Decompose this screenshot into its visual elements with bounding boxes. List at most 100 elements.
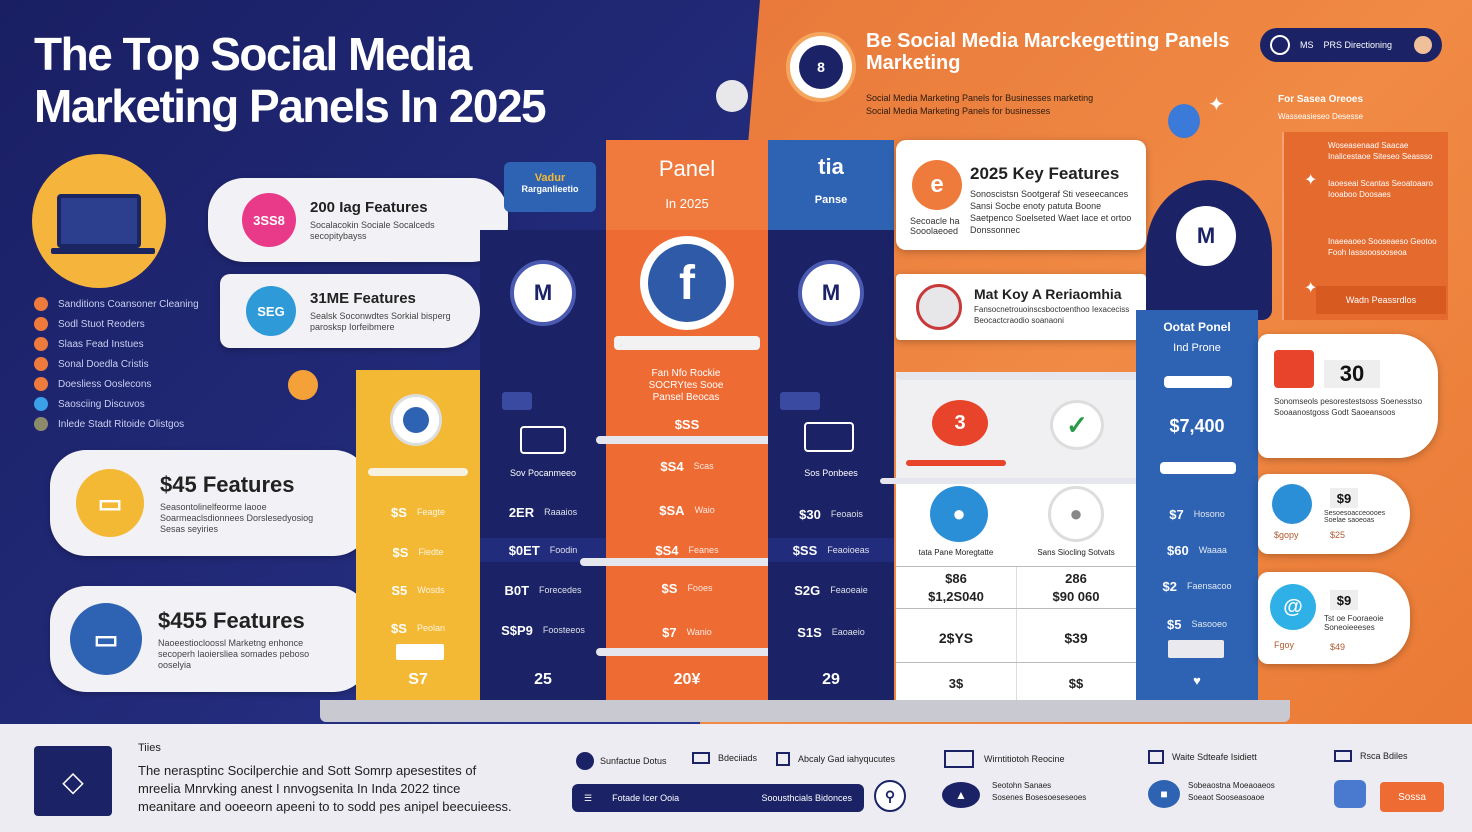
- progress-bar: [614, 336, 760, 350]
- card-desc: Tst oe Fooraeoie Soneoieeeses: [1324, 614, 1384, 632]
- cell-value: $7: [662, 624, 677, 640]
- cell-value: $60: [1167, 542, 1189, 558]
- list-item: Slaas Fead Instues: [34, 334, 199, 354]
- list-icon: ☰: [584, 792, 593, 803]
- cell-label: Foodin: [549, 545, 578, 555]
- right-card-2[interactable]: @ $9 Tst oe Fooraeoie Soneoieeeses Fgoy …: [1258, 572, 1410, 664]
- header-title-line2: Marketing: [866, 52, 961, 74]
- cell-label: Feoaois: [830, 509, 863, 519]
- table-row: $7 Hosono: [1136, 502, 1258, 526]
- footer-text: The nerasptinc Socilperchie and Sott Som…: [138, 762, 538, 816]
- orange-dot-icon: [288, 370, 318, 400]
- globe-icon: [1270, 35, 1290, 55]
- feature-grid: 3 ✓ ● ● tata Pane Moregtatte Sans Siocli…: [896, 372, 1136, 700]
- check-icon: ✓: [1050, 400, 1104, 450]
- cell-label: Waio: [694, 505, 715, 515]
- feature-pill-1[interactable]: 3SS8 200 Iag Features Socalacokin Social…: [208, 178, 508, 262]
- footer-item[interactable]: Abcaly Gad iahyqucutes: [776, 752, 895, 766]
- bullet-label: Doesliess Ooslecons: [58, 378, 152, 390]
- footer-item[interactable]: Sunfactue Dotus: [576, 752, 667, 770]
- side-list-heading: For Sasea Oreoes: [1278, 94, 1364, 105]
- moon-icon: [716, 80, 748, 112]
- footer-button[interactable]: Sossa: [1380, 782, 1444, 812]
- cell-label: Peolan: [416, 623, 445, 633]
- table-row: B0T Forecedes: [480, 578, 606, 602]
- pill-title: $45 Features: [160, 471, 295, 497]
- column-mid-text: Sov Pocanmeeo: [509, 468, 577, 478]
- number-badge-icon: 3: [932, 400, 988, 446]
- footer-item-label: Sunfactue Dotus: [600, 756, 667, 766]
- column-mid-text: Sos Ponbees: [804, 468, 858, 478]
- footer-detail: Soeaot Sooseasoaoe: [1188, 793, 1265, 802]
- column-mid-text: Fan Nfo Rockie SOCRYtes Sooe Pansel Beoc…: [648, 368, 724, 403]
- footer-detail-b: Sobeaostna Moeaoaeos Soeaot Sooseasoaoe: [1188, 780, 1275, 804]
- score-card[interactable]: 30 Sonomseols pesorestestsoss Soenesstso…: [1258, 334, 1438, 458]
- table-row: $7 Wanio: [606, 620, 768, 644]
- cell-label: Hosono: [1193, 509, 1225, 519]
- footer-item-label: Rsca Bdiles: [1360, 751, 1408, 761]
- cell-value: $30: [799, 506, 821, 522]
- footer-item-label: Bdeciiads: [718, 753, 758, 763]
- top-right-pill[interactable]: MS PRS Directioning: [1260, 28, 1442, 62]
- col-head1: Vadur: [534, 172, 566, 184]
- cell-value: S5: [391, 582, 408, 598]
- pill-title: 200 Iag Features: [310, 198, 428, 216]
- bullet-dot-icon: [34, 397, 48, 411]
- grid-value: $90 060: [1052, 589, 1100, 604]
- header-title-line1: Be Social Media Marckegetting Panels: [866, 30, 1230, 52]
- key-features-card[interactable]: e 2025 Key Features Secoacle ha Sooolaeo…: [896, 140, 1146, 250]
- laptop-icon: [51, 194, 155, 254]
- badge-icon: SEG: [246, 286, 296, 336]
- table-row: $S Fiedte: [356, 540, 480, 564]
- footer-item[interactable]: Waite Sdteafe Isidiett: [1148, 750, 1257, 764]
- grid-value: $86: [945, 571, 967, 586]
- footer-bar[interactable]: ☰ Fotade Icer Ooia Soousthcials Bidonces: [572, 784, 864, 812]
- column-price: $SS: [674, 416, 700, 432]
- footer-item-label: Wirntitiotoh Reocine: [984, 754, 1065, 764]
- pin-icon[interactable]: ⚲: [874, 780, 906, 812]
- relation-card[interactable]: Mat Koy A Reriaomhia Fansocnetrouoinscsb…: [896, 274, 1146, 340]
- bullet-dot-icon: [34, 297, 48, 311]
- avatar: [1414, 36, 1432, 54]
- grid-value: $$: [1068, 676, 1084, 691]
- window-icon: [1148, 750, 1164, 764]
- list-item: Inaeeaoeo Sooseaeso Geotoo Fooh Iassooos…: [1328, 237, 1437, 257]
- table-row: S1S Eaoaeio: [768, 620, 894, 644]
- cell-value: S1S: [797, 624, 822, 640]
- bullet-dot-icon: [34, 357, 48, 371]
- footer-item[interactable]: Rsca Bdiles: [1334, 750, 1408, 762]
- card-foot: $gopy: [1274, 530, 1299, 540]
- side-list-button[interactable]: Wadn Peassrdlos: [1316, 286, 1446, 314]
- right-card-1[interactable]: $9 Sesoesoacceoooes Soelae saoeoas $gopy…: [1258, 474, 1410, 554]
- footer-text-line: The nerasptinc Socilperchie and Sott Som…: [138, 763, 477, 778]
- column-navy-1: M Sov Pocanmeeo 2ER Raaaios $0ET Foodin B0…: [480, 230, 606, 700]
- bullet-label: Slaas Fead Instues: [58, 338, 144, 350]
- cell-value: $S4: [660, 458, 684, 474]
- cell-label: Wosds: [417, 585, 445, 595]
- cell-value: $S: [391, 620, 407, 636]
- table-row: $30 Feoaois: [768, 502, 894, 526]
- footer-item[interactable]: Bdeciiads: [692, 752, 757, 764]
- cell-value: $7: [1169, 506, 1184, 522]
- column-footer: 29: [822, 671, 840, 688]
- chat-icon: ▭: [70, 603, 142, 675]
- cell-value: S$P9: [501, 622, 533, 638]
- feature-pill-4[interactable]: ▭ $455 Features Naoeestiocloossl Marketn…: [50, 586, 370, 692]
- pill-desc: Naoeestiocloossl Marketng enhonce secope…: [158, 637, 310, 670]
- footer-logo-icon: ◇: [34, 746, 112, 816]
- card-title: Mat Koy A Reriaomhia: [974, 286, 1122, 302]
- cell-value: $2: [1162, 578, 1177, 594]
- list-item: Doesliess Ooslecons: [34, 374, 199, 394]
- stack-icon: [1334, 780, 1366, 808]
- blue-column: Ootat Ponel Ind Prone $7,400 $7 Hosono $6…: [1136, 310, 1258, 700]
- list-item: Sanditions Coansoner Cleaning: [34, 294, 199, 314]
- col-head1: Ootat Ponel: [1163, 320, 1231, 334]
- grid-label: tata Pane Moregtatte: [918, 548, 994, 557]
- feature-pill-3[interactable]: ▭ $45 Features Seasontolinelfeorme laooe…: [50, 450, 370, 556]
- feature-pill-2[interactable]: SEG 31ME Features Sealsk Soconwdtes Sork…: [220, 274, 480, 348]
- cell-label: Feaoeaie: [830, 585, 868, 595]
- card-desc: Sonoscistsn Sootgeraf Sti veseecances Sa…: [970, 189, 1132, 235]
- footer-item[interactable]: Wirntitiotoh Reocine: [944, 750, 1065, 768]
- table-row: $2 Faensacoo: [1136, 574, 1258, 598]
- table-row: $60 Waaaa: [1136, 538, 1258, 562]
